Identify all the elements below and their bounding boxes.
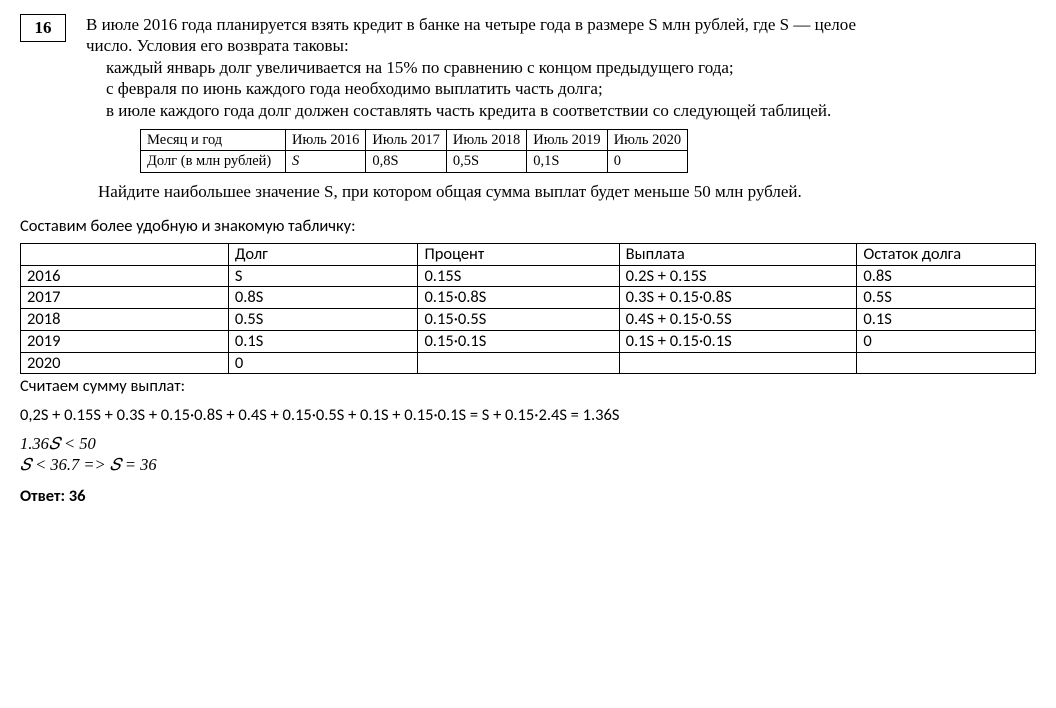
solution-cell: 0.1S xyxy=(857,309,1036,331)
solution-intro: Составим более удобную и знакомую таблич… xyxy=(20,216,1036,237)
solution-table: Долг Процент Выплата Остаток долга 2016 … xyxy=(20,243,1036,375)
schedule-row-values: Долг (в млн рублей) S 0,8S 0,5S 0,1S 0 xyxy=(141,151,688,172)
solution-cell xyxy=(857,352,1036,374)
solution-cell: 0.1S xyxy=(228,330,418,352)
solution-cell: S xyxy=(228,265,418,287)
solution-cell: Долг xyxy=(228,243,418,265)
solution-cell: 0.3S + 0.15·0.8S xyxy=(619,287,857,309)
solution-cell: 0.1S + 0.15·0.1S xyxy=(619,330,857,352)
schedule-cell: S xyxy=(286,151,366,172)
solution-cell xyxy=(619,352,857,374)
solution-cell: 2016 xyxy=(21,265,229,287)
task-number-box: 16 xyxy=(20,14,66,42)
schedule-table-wrap: Месяц и год Июль 2016 Июль 2017 Июль 201… xyxy=(140,129,1036,173)
schedule-cell: Долг (в млн рублей) xyxy=(141,151,286,172)
problem-line-1: В июле 2016 года планируется взять креди… xyxy=(86,14,866,57)
solution-working: Считаем сумму выплат: 0,2S + 0.15S + 0.3… xyxy=(20,376,1036,506)
solution-cell: 0.4S + 0.15·0.5S xyxy=(619,309,857,331)
solution-cell: 0 xyxy=(228,352,418,374)
problem-line-4: в июле каждого года долг должен составля… xyxy=(86,100,866,121)
solution-cell: Остаток долга xyxy=(857,243,1036,265)
solution-cell: 2018 xyxy=(21,309,229,331)
schedule-cell: Июль 2018 xyxy=(446,130,526,151)
solution-row: 2019 0.1S 0.15·0.1S 0.1S + 0.15·0.1S 0 xyxy=(21,330,1036,352)
problem-text: В июле 2016 года планируется взять креди… xyxy=(86,14,866,121)
solution-cell: 0.8S xyxy=(228,287,418,309)
page: 16 В июле 2016 года планируется взять кр… xyxy=(0,0,1056,708)
sum-label: Считаем сумму выплат: xyxy=(20,376,1036,397)
question-text: Найдите наибольшее значение S, при котор… xyxy=(98,181,878,202)
inequality-2: 𝑆 < 36.7 => 𝑆 = 36 xyxy=(20,455,1036,476)
problem-line-3: с февраля по июнь каждого года необходим… xyxy=(86,78,866,99)
solution-cell: 0.15S xyxy=(418,265,619,287)
schedule-cell: 0,5S xyxy=(446,151,526,172)
schedule-cell: Июль 2020 xyxy=(607,130,687,151)
solution-cell: 2020 xyxy=(21,352,229,374)
solution-cell: 2017 xyxy=(21,287,229,309)
schedule-cell: 0,1S xyxy=(527,151,607,172)
solution-row: 2017 0.8S 0.15·0.8S 0.3S + 0.15·0.8S 0.5… xyxy=(21,287,1036,309)
schedule-cell: Июль 2017 xyxy=(366,130,446,151)
inequality-1: 1.36𝑆 < 50 xyxy=(20,434,1036,455)
solution-cell: 0 xyxy=(857,330,1036,352)
schedule-row-header: Месяц и год Июль 2016 Июль 2017 Июль 201… xyxy=(141,130,688,151)
solution-cell: 0.5S xyxy=(228,309,418,331)
solution-cell: 0.2S + 0.15S xyxy=(619,265,857,287)
schedule-cell: Месяц и год xyxy=(141,130,286,151)
task-number: 16 xyxy=(35,17,52,38)
schedule-cell: 0 xyxy=(607,151,687,172)
answer: Ответ: 36 xyxy=(20,486,1036,507)
solution-cell: 0.15·0.8S xyxy=(418,287,619,309)
schedule-cell: Июль 2016 xyxy=(286,130,366,151)
problem-line-2: каждый январь долг увеличивается на 15% … xyxy=(86,57,866,78)
solution-row: 2016 S 0.15S 0.2S + 0.15S 0.8S xyxy=(21,265,1036,287)
solution-cell: 0.15·0.1S xyxy=(418,330,619,352)
schedule-cell: Июль 2019 xyxy=(527,130,607,151)
sum-expression: 0,2S + 0.15S + 0.3S + 0.15·0.8S + 0.4S +… xyxy=(20,405,1036,426)
solution-cell xyxy=(418,352,619,374)
solution-cell: Выплата xyxy=(619,243,857,265)
problem-header: 16 В июле 2016 года планируется взять кр… xyxy=(20,14,1036,121)
schedule-table: Месяц и год Июль 2016 Июль 2017 Июль 201… xyxy=(140,129,688,173)
solution-cell: Процент xyxy=(418,243,619,265)
solution-cell: 0.15·0.5S xyxy=(418,309,619,331)
schedule-cell: 0,8S xyxy=(366,151,446,172)
solution-cell: 0.5S xyxy=(857,287,1036,309)
solution-row: 2018 0.5S 0.15·0.5S 0.4S + 0.15·0.5S 0.1… xyxy=(21,309,1036,331)
solution-row-header: Долг Процент Выплата Остаток долга xyxy=(21,243,1036,265)
solution-cell: 2019 xyxy=(21,330,229,352)
solution-cell xyxy=(21,243,229,265)
problem-question: Найдите наибольшее значение S, при котор… xyxy=(98,181,878,202)
solution-row: 2020 0 xyxy=(21,352,1036,374)
solution-cell: 0.8S xyxy=(857,265,1036,287)
